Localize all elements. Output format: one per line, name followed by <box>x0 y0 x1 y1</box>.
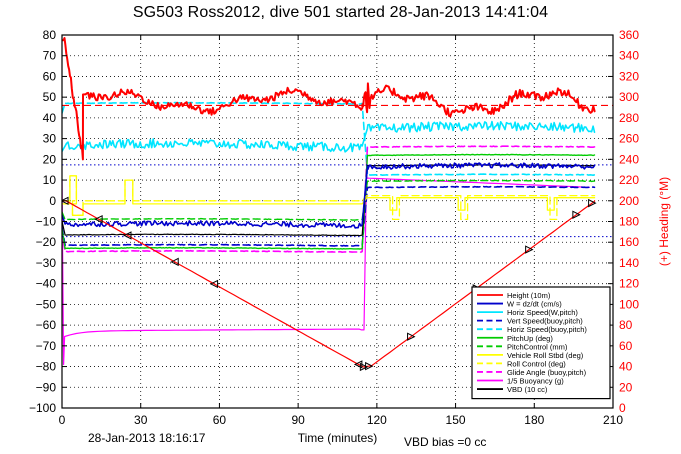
y-tick-label-left: −80 <box>36 360 57 374</box>
y-tick-label-right: 160 <box>619 235 639 249</box>
y-tick-label-right: 80 <box>619 318 633 332</box>
data-traces <box>62 37 613 372</box>
legend-item-label: PitchControl (mm) <box>507 342 568 351</box>
y-tick-label-right: 360 <box>619 28 639 42</box>
y-tick-label-right: 100 <box>619 297 639 311</box>
x-tick-label: 90 <box>291 413 305 427</box>
trace-pitch-control <box>62 179 596 221</box>
y-axis-label-right: (+) Heading (°M) <box>657 177 671 266</box>
trace-buoyancy <box>62 177 590 366</box>
y-tick-label-left: 70 <box>43 49 57 63</box>
y-tick-label-left: −100 <box>29 401 56 415</box>
footer-timestamp: 28-Jan-2013 18:16:17 <box>88 431 206 445</box>
y-tick-label-left: 10 <box>43 173 57 187</box>
y-tick-label-left: 60 <box>43 69 57 83</box>
legend-item-label: VBD (10 cc) <box>507 385 548 394</box>
legend-item-label: Horiz Speed(W,pitch) <box>507 308 578 317</box>
trace-glide-angle <box>62 145 596 253</box>
y-tick-label-left: 40 <box>43 111 57 125</box>
legend: Height (10m)W = dz/dt (cm/s)Horiz Speed(… <box>471 286 611 400</box>
legend-item-label: Height (10m) <box>507 291 551 300</box>
x-tick-label: 30 <box>134 413 148 427</box>
y-tick-label-right: 60 <box>619 339 633 353</box>
legend-item-label: Vehicle Roll Stbd (deg) <box>507 351 584 360</box>
y-tick-label-right: 200 <box>619 194 639 208</box>
trace-w-dzdt <box>62 162 596 229</box>
y-tick-label-left: 0 <box>49 194 56 208</box>
y-tick-label-left: 80 <box>43 28 57 42</box>
trace-horiz-speed-w <box>62 120 596 153</box>
height-marker <box>123 231 132 240</box>
x-tick-label: 210 <box>603 413 623 427</box>
x-tick-label: 0 <box>59 413 66 427</box>
y-tick-label-right: 300 <box>619 90 639 104</box>
y-tick-label-right: 260 <box>619 132 639 146</box>
trace-pitch-up <box>62 153 596 250</box>
y-tick-label-right: 180 <box>619 215 639 229</box>
height-marker <box>62 196 69 205</box>
y-tick-label-left: 30 <box>43 132 57 146</box>
height-marker <box>94 214 103 224</box>
y-tick-label-left: −60 <box>36 318 57 332</box>
height-marker <box>572 210 581 219</box>
height-marker <box>588 198 597 208</box>
height-marker <box>170 257 179 267</box>
y-tick-label-left: −50 <box>36 297 57 311</box>
y-tick-label-right: 340 <box>619 49 639 63</box>
legend-item-label: Roll Control (deg) <box>507 359 566 368</box>
trace-vbd <box>62 164 596 237</box>
axes-frame: 80706050403020100−10−20−30−40−50−60−70−8… <box>29 28 639 427</box>
legend-item-label: PitchUp (deg) <box>507 334 553 343</box>
height-marker <box>407 332 416 341</box>
y-tick-label-left: −10 <box>36 215 57 229</box>
y-tick-label-left: −30 <box>36 256 57 270</box>
y-tick-label-right: 280 <box>619 111 639 125</box>
height-marker <box>359 362 369 372</box>
y-tick-label-left: −20 <box>36 235 57 249</box>
legend-item-label: Glide Angle (buoy,pitch) <box>507 368 587 377</box>
legend-item-label: W = dz/dt (cm/s) <box>507 300 562 309</box>
y-tick-label-right: 20 <box>619 380 633 394</box>
y-tick-label-left: −40 <box>36 277 57 291</box>
y-tick-label-left: 50 <box>43 90 57 104</box>
x-tick-label: 120 <box>367 413 387 427</box>
y-tick-label-right: 120 <box>619 277 639 291</box>
y-tick-label-right: 40 <box>619 360 633 374</box>
legend-item-label: Horiz Speed(buoy,pitch) <box>507 325 587 334</box>
y-tick-label-right: 140 <box>619 256 639 270</box>
x-axis-label: Time (minutes) <box>298 431 378 445</box>
y-tick-label-left: −90 <box>36 380 57 394</box>
trace-heading <box>62 37 596 161</box>
height-marker <box>525 245 534 254</box>
x-tick-label: 150 <box>446 413 466 427</box>
x-tick-label: 60 <box>213 413 227 427</box>
trace-vert-speed-buoy <box>62 185 596 247</box>
legend-item-label: 1/5 Buoyancy (g) <box>507 377 564 386</box>
height-marker <box>209 279 219 289</box>
footer-vbd-bias: VBD bias =0 cc <box>404 435 486 449</box>
trace-height <box>62 199 596 368</box>
chart-title: SG503 Ross2012, dive 501 started 28-Jan-… <box>132 4 549 21</box>
legend-item-label: Vert Speed(buoy,pitch) <box>507 317 583 326</box>
y-tick-label-right: 320 <box>619 69 639 83</box>
trace-vehicle-roll <box>62 175 596 216</box>
y-tick-label-left: −70 <box>36 339 57 353</box>
height-marker <box>365 361 374 371</box>
y-tick-label-left: 20 <box>43 152 57 166</box>
y-tick-label-right: 220 <box>619 173 639 187</box>
y-tick-label-right: 0 <box>619 401 626 415</box>
x-tick-label: 180 <box>524 413 544 427</box>
y-tick-label-right: 240 <box>619 152 639 166</box>
